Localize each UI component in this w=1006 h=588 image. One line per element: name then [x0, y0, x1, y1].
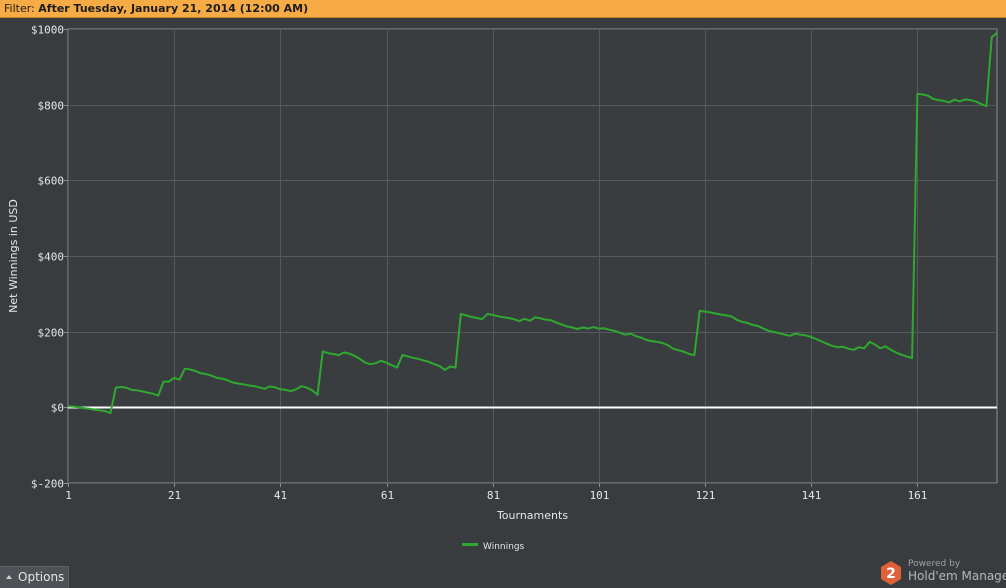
branding: 2 Powered by Hold'em Manager	[880, 558, 1006, 588]
y-tick-label: $-200	[31, 478, 64, 491]
powered-by-text: Powered by	[908, 559, 961, 569]
y-tick-label: $200	[38, 327, 65, 340]
x-tick-label: 21	[168, 489, 181, 502]
y-tick-label: $600	[38, 175, 65, 188]
x-tick-label: 101	[590, 489, 610, 502]
filter-label: Filter:	[4, 2, 39, 15]
filter-value: After Tuesday, January 21, 2014 (12:00 A…	[38, 2, 309, 15]
y-tick-label: $0	[51, 402, 64, 415]
x-axis-label: Tournaments	[496, 509, 568, 522]
legend-swatch	[462, 543, 478, 546]
y-axis-label: Net Winnings in USD	[7, 199, 20, 313]
x-tick-label: 161	[908, 489, 928, 502]
x-tick-label: 121	[696, 489, 716, 502]
y-tick-label: $400	[38, 251, 65, 264]
x-tick-label: 41	[274, 489, 287, 502]
x-tick-label: 81	[487, 489, 500, 502]
hem-logo-icon: 2	[881, 561, 901, 585]
svg-text:2: 2	[886, 566, 896, 582]
x-tick-label: 141	[802, 489, 822, 502]
chevron-up-icon	[6, 574, 12, 579]
options-label: Options	[18, 570, 65, 584]
y-tick-label: $1000	[31, 24, 64, 37]
options-button[interactable]: Options	[0, 566, 69, 588]
brand-name: Hold'em Manager	[908, 569, 1006, 583]
x-tick-label: 1	[65, 489, 72, 502]
y-tick-label: $800	[38, 100, 65, 113]
x-tick-label: 61	[381, 489, 394, 502]
series-line-winnings	[67, 32, 998, 414]
legend-label: Winnings	[483, 542, 525, 552]
filter-bar: Filter: After Tuesday, January 21, 2014 …	[0, 0, 1006, 18]
